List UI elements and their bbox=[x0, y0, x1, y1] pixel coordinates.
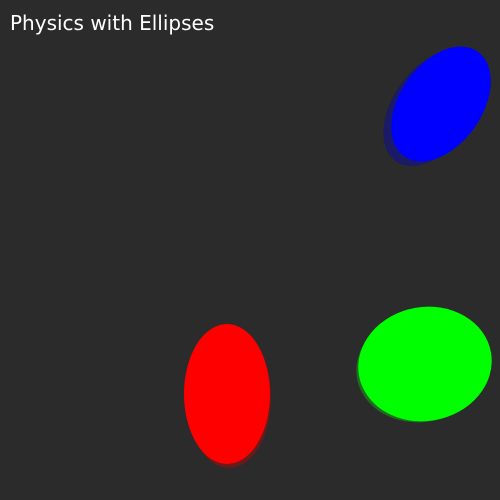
red-ellipse[interactable] bbox=[184, 324, 270, 464]
blue-ellipse[interactable] bbox=[371, 28, 500, 180]
scene-title: Physics with Ellipses bbox=[10, 11, 215, 35]
green-ellipse[interactable] bbox=[349, 296, 500, 432]
red-ellipse-body[interactable] bbox=[184, 324, 271, 468]
blue-ellipse-body[interactable] bbox=[363, 28, 500, 184]
green-ellipse-body[interactable] bbox=[347, 296, 500, 432]
